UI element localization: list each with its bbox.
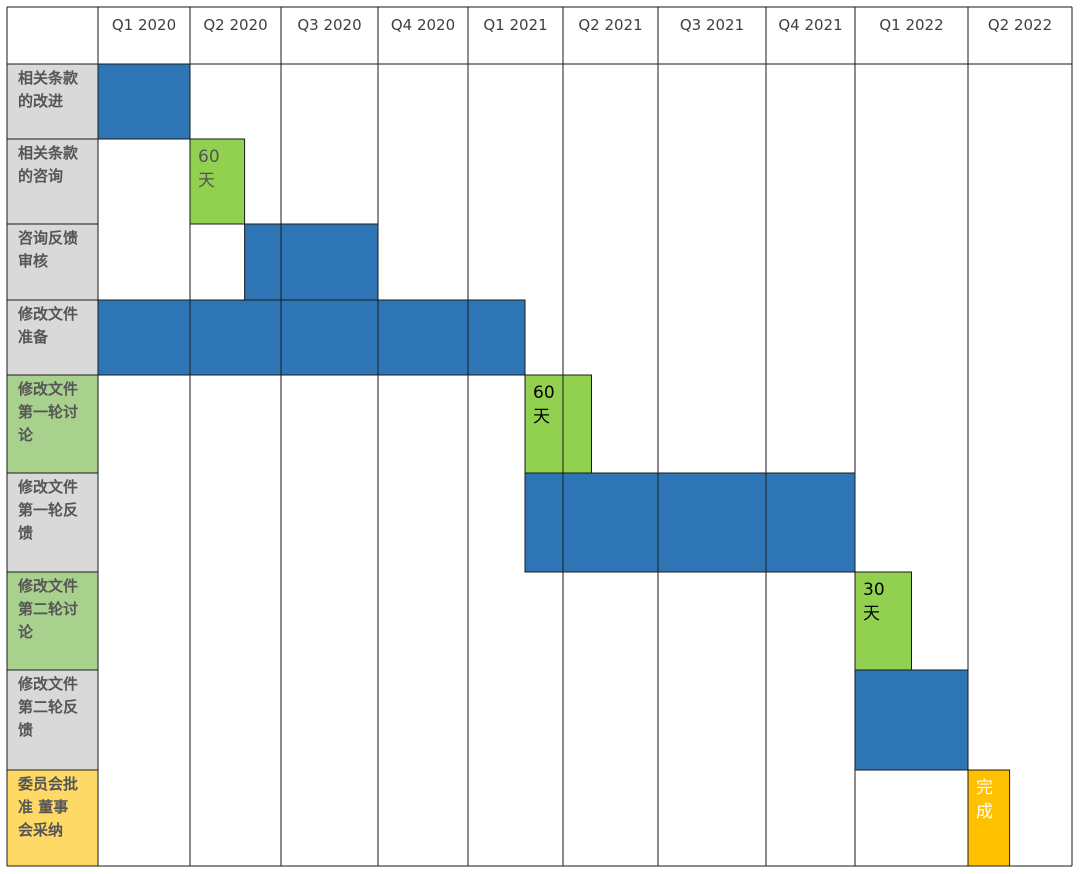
- task-label: 修改文件: [17, 305, 78, 323]
- column-header-label: Q3 2020: [297, 16, 361, 34]
- task-label: 咨询反馈: [18, 229, 78, 247]
- gantt-bar: [967, 769, 1011, 867]
- gantt-bar: [524, 374, 592, 474]
- column-header-label: Q3 2021: [680, 16, 744, 34]
- task-label-cell: [7, 64, 98, 139]
- task-label: 的咨询: [18, 167, 63, 185]
- task-label: 审核: [18, 252, 48, 270]
- task-label: 第一轮反: [18, 501, 78, 519]
- task-label: 委员会批: [18, 775, 78, 793]
- bar-label: 天: [863, 604, 880, 624]
- gantt-bar: [280, 223, 379, 301]
- task-label: 第二轮讨: [18, 600, 78, 618]
- bar-label: 天: [533, 407, 550, 427]
- bar-label: 60: [198, 147, 220, 167]
- task-label: 论: [18, 623, 34, 641]
- task-label: 的改进: [18, 92, 63, 110]
- gantt-bar: [854, 669, 969, 771]
- task-label: 修改文件: [17, 478, 78, 496]
- task-label-cell: [7, 375, 98, 473]
- task-label-cell: [7, 770, 98, 866]
- task-label: 第一轮讨: [18, 403, 78, 421]
- task-label-cell: [7, 572, 98, 670]
- task-label: 会采纳: [18, 821, 63, 839]
- column-header-label: Q2 2020: [203, 16, 267, 34]
- task-label-cell: [7, 139, 98, 224]
- bar-label: 完: [976, 778, 993, 798]
- column-header-label: Q1 2021: [483, 16, 547, 34]
- column-header-label: Q2 2022: [988, 16, 1052, 34]
- task-label: 相关条款: [18, 69, 79, 87]
- gantt-bar: [562, 472, 856, 573]
- task-label: 论: [18, 426, 34, 444]
- column-header-label: Q4 2020: [391, 16, 455, 34]
- task-label: 馈: [17, 721, 33, 739]
- gantt-bar: [189, 138, 246, 225]
- gantt-bar: [244, 223, 282, 301]
- task-label: 修改文件: [17, 577, 78, 595]
- column-header-label: Q4 2021: [778, 16, 842, 34]
- bar-label: 天: [198, 171, 215, 191]
- task-label-cell: [7, 224, 98, 300]
- task-label: 第二轮反: [18, 698, 78, 716]
- bar-label: 60: [533, 383, 555, 403]
- column-header-label: Q2 2021: [578, 16, 642, 34]
- task-label: 修改文件: [17, 380, 78, 398]
- task-label-cell: [7, 670, 98, 770]
- gantt-bar: [524, 472, 564, 573]
- column-header-label: Q1 2020: [112, 16, 176, 34]
- task-label-cell: [7, 300, 98, 375]
- task-label: 馈: [17, 524, 33, 542]
- task-label: 相关条款: [18, 144, 79, 162]
- task-label: 准 董事: [18, 798, 68, 816]
- task-label-cell: [7, 473, 98, 572]
- task-label: 准备: [18, 328, 49, 346]
- column-header-label: Q1 2022: [879, 16, 943, 34]
- gantt-bar: [97, 299, 526, 376]
- bar-label: 30: [863, 580, 885, 600]
- task-label: 修改文件: [17, 675, 78, 693]
- gantt-bar: [97, 63, 191, 140]
- bar-label: 成: [976, 802, 993, 822]
